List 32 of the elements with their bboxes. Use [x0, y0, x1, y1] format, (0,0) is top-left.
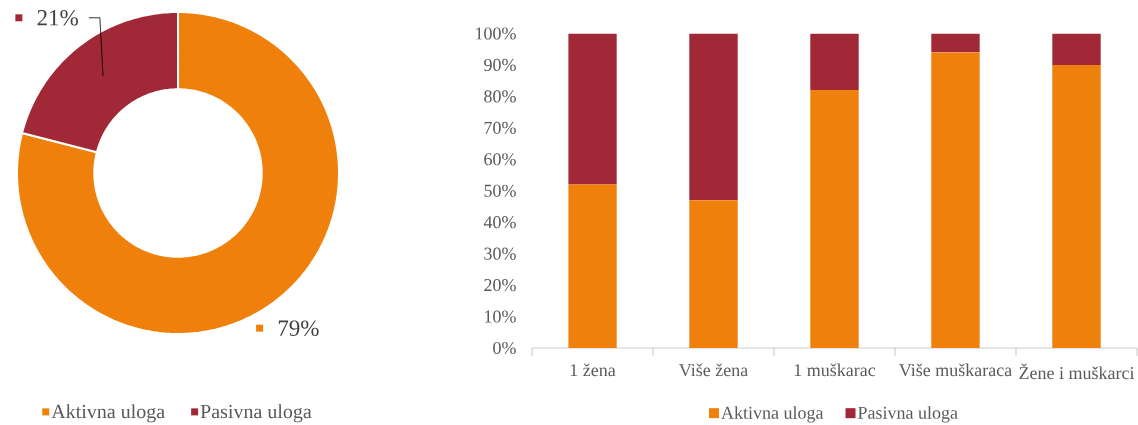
bar: [810, 90, 859, 348]
bar: [1052, 64, 1101, 348]
y-tick-label: 70%: [484, 121, 516, 134]
bar: [810, 33, 859, 91]
y-tick-label: 100%: [476, 27, 516, 40]
x-tick-label: Više muškaraca: [899, 363, 1012, 377]
legend-label: Pasivna uloga: [858, 406, 958, 423]
y-tick-label: 40%: [483, 216, 516, 229]
x-tick-label: Više žena: [679, 363, 748, 377]
bar: [689, 33, 738, 201]
legend-label: Aktivna uloga: [51, 404, 165, 423]
y-tick-label: 60%: [484, 153, 516, 166]
y-tick-label: 80%: [484, 90, 516, 103]
y-tick-label: 0%: [493, 341, 516, 355]
bar: [568, 184, 617, 348]
y-tick-label: 90%: [484, 58, 516, 72]
data-label: 21%: [37, 9, 78, 26]
y-tick-label: 50%: [484, 184, 516, 197]
data-label: 79%: [278, 320, 319, 336]
x-tick-label: 1 žena: [570, 363, 616, 377]
legend-label: Pasivna uloga: [200, 404, 312, 423]
bar: [931, 52, 980, 348]
x-tick-label: Žene i muškarci: [1019, 363, 1135, 380]
y-tick-label: 20%: [484, 278, 516, 292]
x-tick-label: 1 muškarac: [794, 363, 876, 377]
bar: [568, 33, 617, 185]
bar: [931, 33, 980, 53]
bar: [689, 200, 738, 348]
legend-label: Aktivna uloga: [721, 406, 824, 423]
y-tick-label: 30%: [484, 247, 516, 260]
bar: [1052, 33, 1101, 65]
y-tick-label: 10%: [485, 310, 516, 323]
